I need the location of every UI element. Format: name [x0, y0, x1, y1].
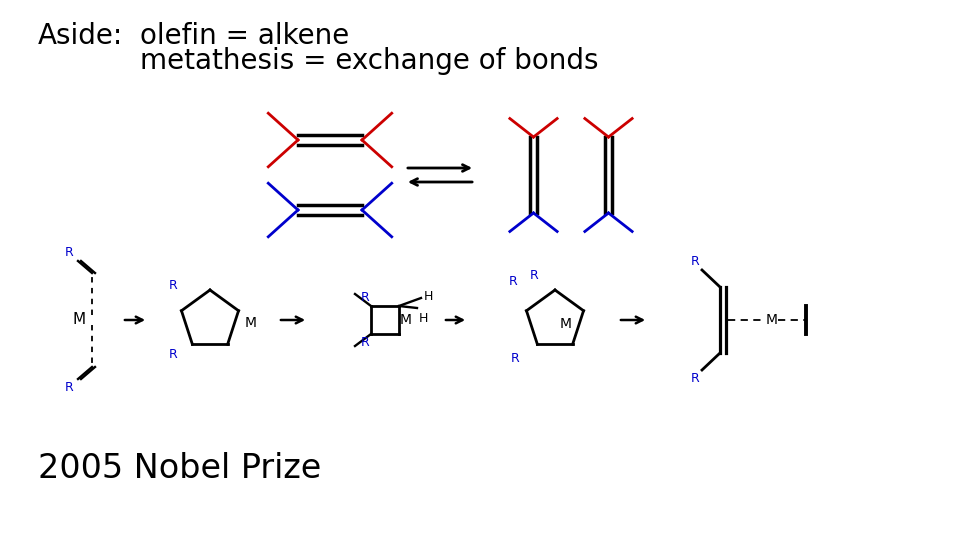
Text: Aside:: Aside:	[38, 22, 123, 50]
Text: H: H	[424, 289, 433, 302]
Text: R: R	[360, 291, 369, 304]
Text: M: M	[766, 313, 778, 327]
Text: R: R	[65, 381, 74, 394]
Text: R: R	[508, 275, 517, 288]
Text: M: M	[245, 316, 257, 330]
Text: H: H	[419, 312, 428, 325]
Text: R: R	[65, 246, 74, 259]
Text: R: R	[530, 269, 539, 282]
Text: R: R	[691, 372, 700, 385]
Text: M: M	[73, 313, 86, 327]
Text: R: R	[512, 352, 520, 365]
Text: R: R	[169, 279, 178, 292]
Text: M: M	[560, 317, 572, 331]
Text: 2005 Nobel Prize: 2005 Nobel Prize	[38, 452, 322, 485]
Text: R: R	[360, 336, 369, 349]
Text: R: R	[691, 255, 700, 268]
Text: R: R	[169, 348, 178, 361]
Text: metathesis = exchange of bonds: metathesis = exchange of bonds	[140, 47, 598, 75]
Text: M: M	[400, 313, 412, 327]
Text: olefin = alkene: olefin = alkene	[140, 22, 349, 50]
